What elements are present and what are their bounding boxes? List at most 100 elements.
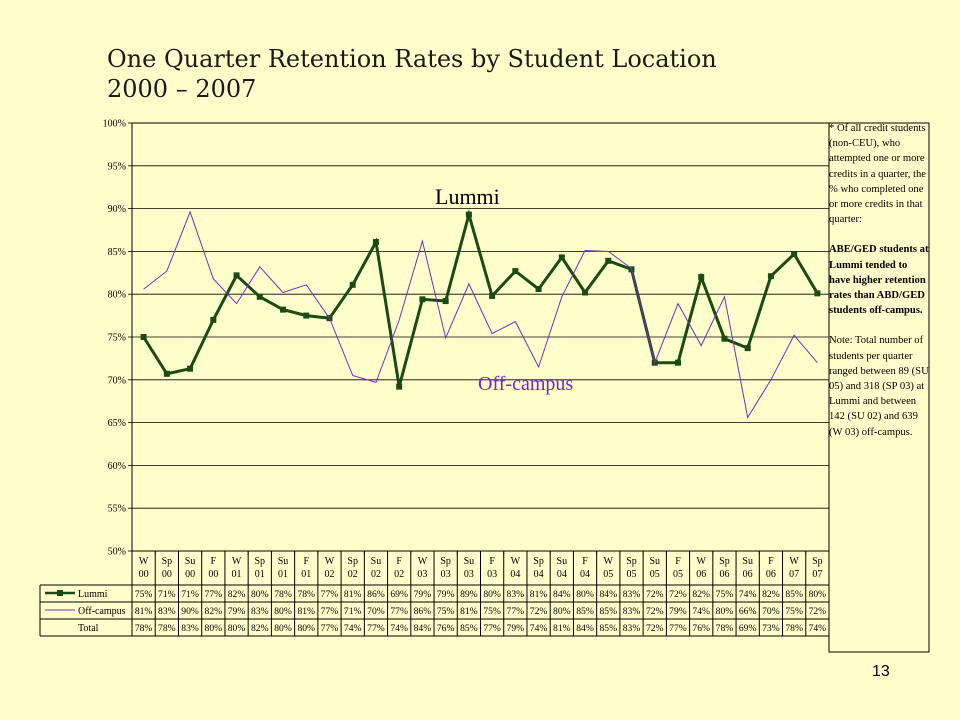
table-cell-lummi: 83%	[623, 589, 641, 600]
table-cell-off-campus: 70%	[367, 606, 385, 617]
data-point-lummi	[721, 335, 728, 342]
table-cell-total: 72%	[646, 623, 664, 634]
category-label: W	[696, 556, 706, 567]
category-label: Sp	[626, 556, 637, 567]
table-row-name-total: Total	[78, 623, 99, 634]
data-point-lummi	[465, 211, 472, 218]
category-label: F	[211, 556, 217, 567]
table-cell-lummi: 83%	[507, 589, 525, 600]
table-cell-lummi: 71%	[181, 589, 199, 600]
series-line-lummi	[142, 208, 819, 387]
category-label: 02	[348, 569, 358, 580]
data-table	[39, 551, 830, 637]
table-cell-lummi: 84%	[553, 589, 571, 600]
table-cell-lummi: 77%	[205, 589, 223, 600]
table-cell-total: 74%	[530, 623, 548, 634]
category-label: 00	[139, 569, 149, 580]
table-cell-lummi: 72%	[646, 589, 664, 600]
table-cell-off-campus: 75%	[785, 606, 803, 617]
table-cell-off-campus: 72%	[530, 606, 548, 617]
category-label: Su	[185, 556, 196, 567]
table-cell-lummi: 80%	[576, 589, 594, 600]
data-point-lummi	[698, 274, 705, 281]
category-label: W	[232, 556, 242, 567]
note-definition: * Of all credit students (non-CEU), who …	[829, 123, 926, 226]
title-line-1: One Quarter Retention Rates by Student L…	[107, 45, 717, 73]
category-label: 06	[743, 569, 753, 580]
category-label: F	[396, 556, 402, 567]
category-label: F	[489, 556, 495, 567]
category-label: 03	[441, 569, 451, 580]
table-cell-total: 80%	[274, 623, 292, 634]
note-finding: ABE/GED students at Lummi tended to have…	[829, 244, 929, 317]
category-label: 04	[534, 569, 544, 580]
y-tick-label: 65%	[108, 418, 126, 429]
table-cell-off-campus: 74%	[692, 606, 710, 617]
y-tick-label: 70%	[108, 375, 126, 386]
table-cell-off-campus: 80%	[553, 606, 571, 617]
table-cell-off-campus: 77%	[321, 606, 339, 617]
table-cell-off-campus: 79%	[228, 606, 246, 617]
data-point-lummi	[558, 254, 565, 261]
category-label: W	[418, 556, 428, 567]
category-label: Su	[371, 556, 382, 567]
y-tick-label: 90%	[108, 204, 126, 215]
table-cell-off-campus: 66%	[739, 606, 757, 617]
data-point-lummi	[489, 292, 496, 299]
data-point-lummi	[372, 238, 379, 245]
data-point-lummi	[187, 365, 194, 372]
table-cell-lummi: 86%	[367, 589, 385, 600]
category-label: Su	[742, 556, 753, 567]
table-cell-lummi: 80%	[809, 589, 827, 600]
table-cell-total: 73%	[762, 623, 780, 634]
category-label: W	[604, 556, 614, 567]
data-point-lummi	[256, 293, 263, 300]
table-cell-lummi: 71%	[158, 589, 176, 600]
category-label: W	[325, 556, 335, 567]
table-cell-lummi: 77%	[321, 589, 339, 600]
chart-note: * Of all credit students (non-CEU), who …	[829, 121, 929, 455]
category-label: Sp	[162, 556, 173, 567]
y-tick-label: 55%	[108, 504, 126, 515]
y-tick-label: 100%	[103, 119, 126, 130]
table-cell-lummi: 80%	[483, 589, 501, 600]
category-label: 00	[162, 569, 172, 580]
category-label: Sp	[440, 556, 451, 567]
category-label: 04	[580, 569, 590, 580]
data-point-lummi	[303, 312, 310, 319]
table-cell-total: 77%	[321, 623, 339, 634]
category-label: 04	[510, 569, 520, 580]
table-cell-off-campus: 83%	[251, 606, 269, 617]
category-label: 07	[812, 569, 822, 580]
data-point-lummi	[419, 296, 426, 303]
table-cell-total: 78%	[785, 623, 803, 634]
data-point-lummi	[210, 316, 217, 323]
table-cell-off-campus: 77%	[390, 606, 408, 617]
category-label: 03	[417, 569, 427, 580]
table-cell-total: 83%	[623, 623, 641, 634]
table-cell-off-campus: 72%	[809, 606, 827, 617]
table-cell-off-campus: 70%	[762, 606, 780, 617]
category-label: F	[303, 556, 309, 567]
data-point-lummi	[814, 290, 821, 297]
note-frame	[828, 122, 930, 653]
category-label: 01	[278, 569, 288, 580]
table-cell-total: 76%	[437, 623, 455, 634]
category-label: 02	[324, 569, 334, 580]
category-label: 06	[719, 569, 729, 580]
legend-marker-lummi	[57, 590, 63, 596]
table-cell-total: 85%	[460, 623, 478, 634]
category-label: 06	[766, 569, 776, 580]
table-cell-lummi: 78%	[297, 589, 315, 600]
y-tick-label: 50%	[108, 547, 126, 558]
data-point-lummi	[744, 345, 751, 352]
category-label: 06	[696, 569, 706, 580]
table-cell-total: 80%	[228, 623, 246, 634]
category-label: Sp	[719, 556, 730, 567]
data-point-lummi	[535, 286, 542, 293]
table-cell-total: 84%	[414, 623, 432, 634]
table-row-name-lummi: Lummi	[78, 589, 108, 600]
category-label: 01	[301, 569, 311, 580]
category-label: 05	[603, 569, 613, 580]
table-cell-total: 69%	[739, 623, 757, 634]
